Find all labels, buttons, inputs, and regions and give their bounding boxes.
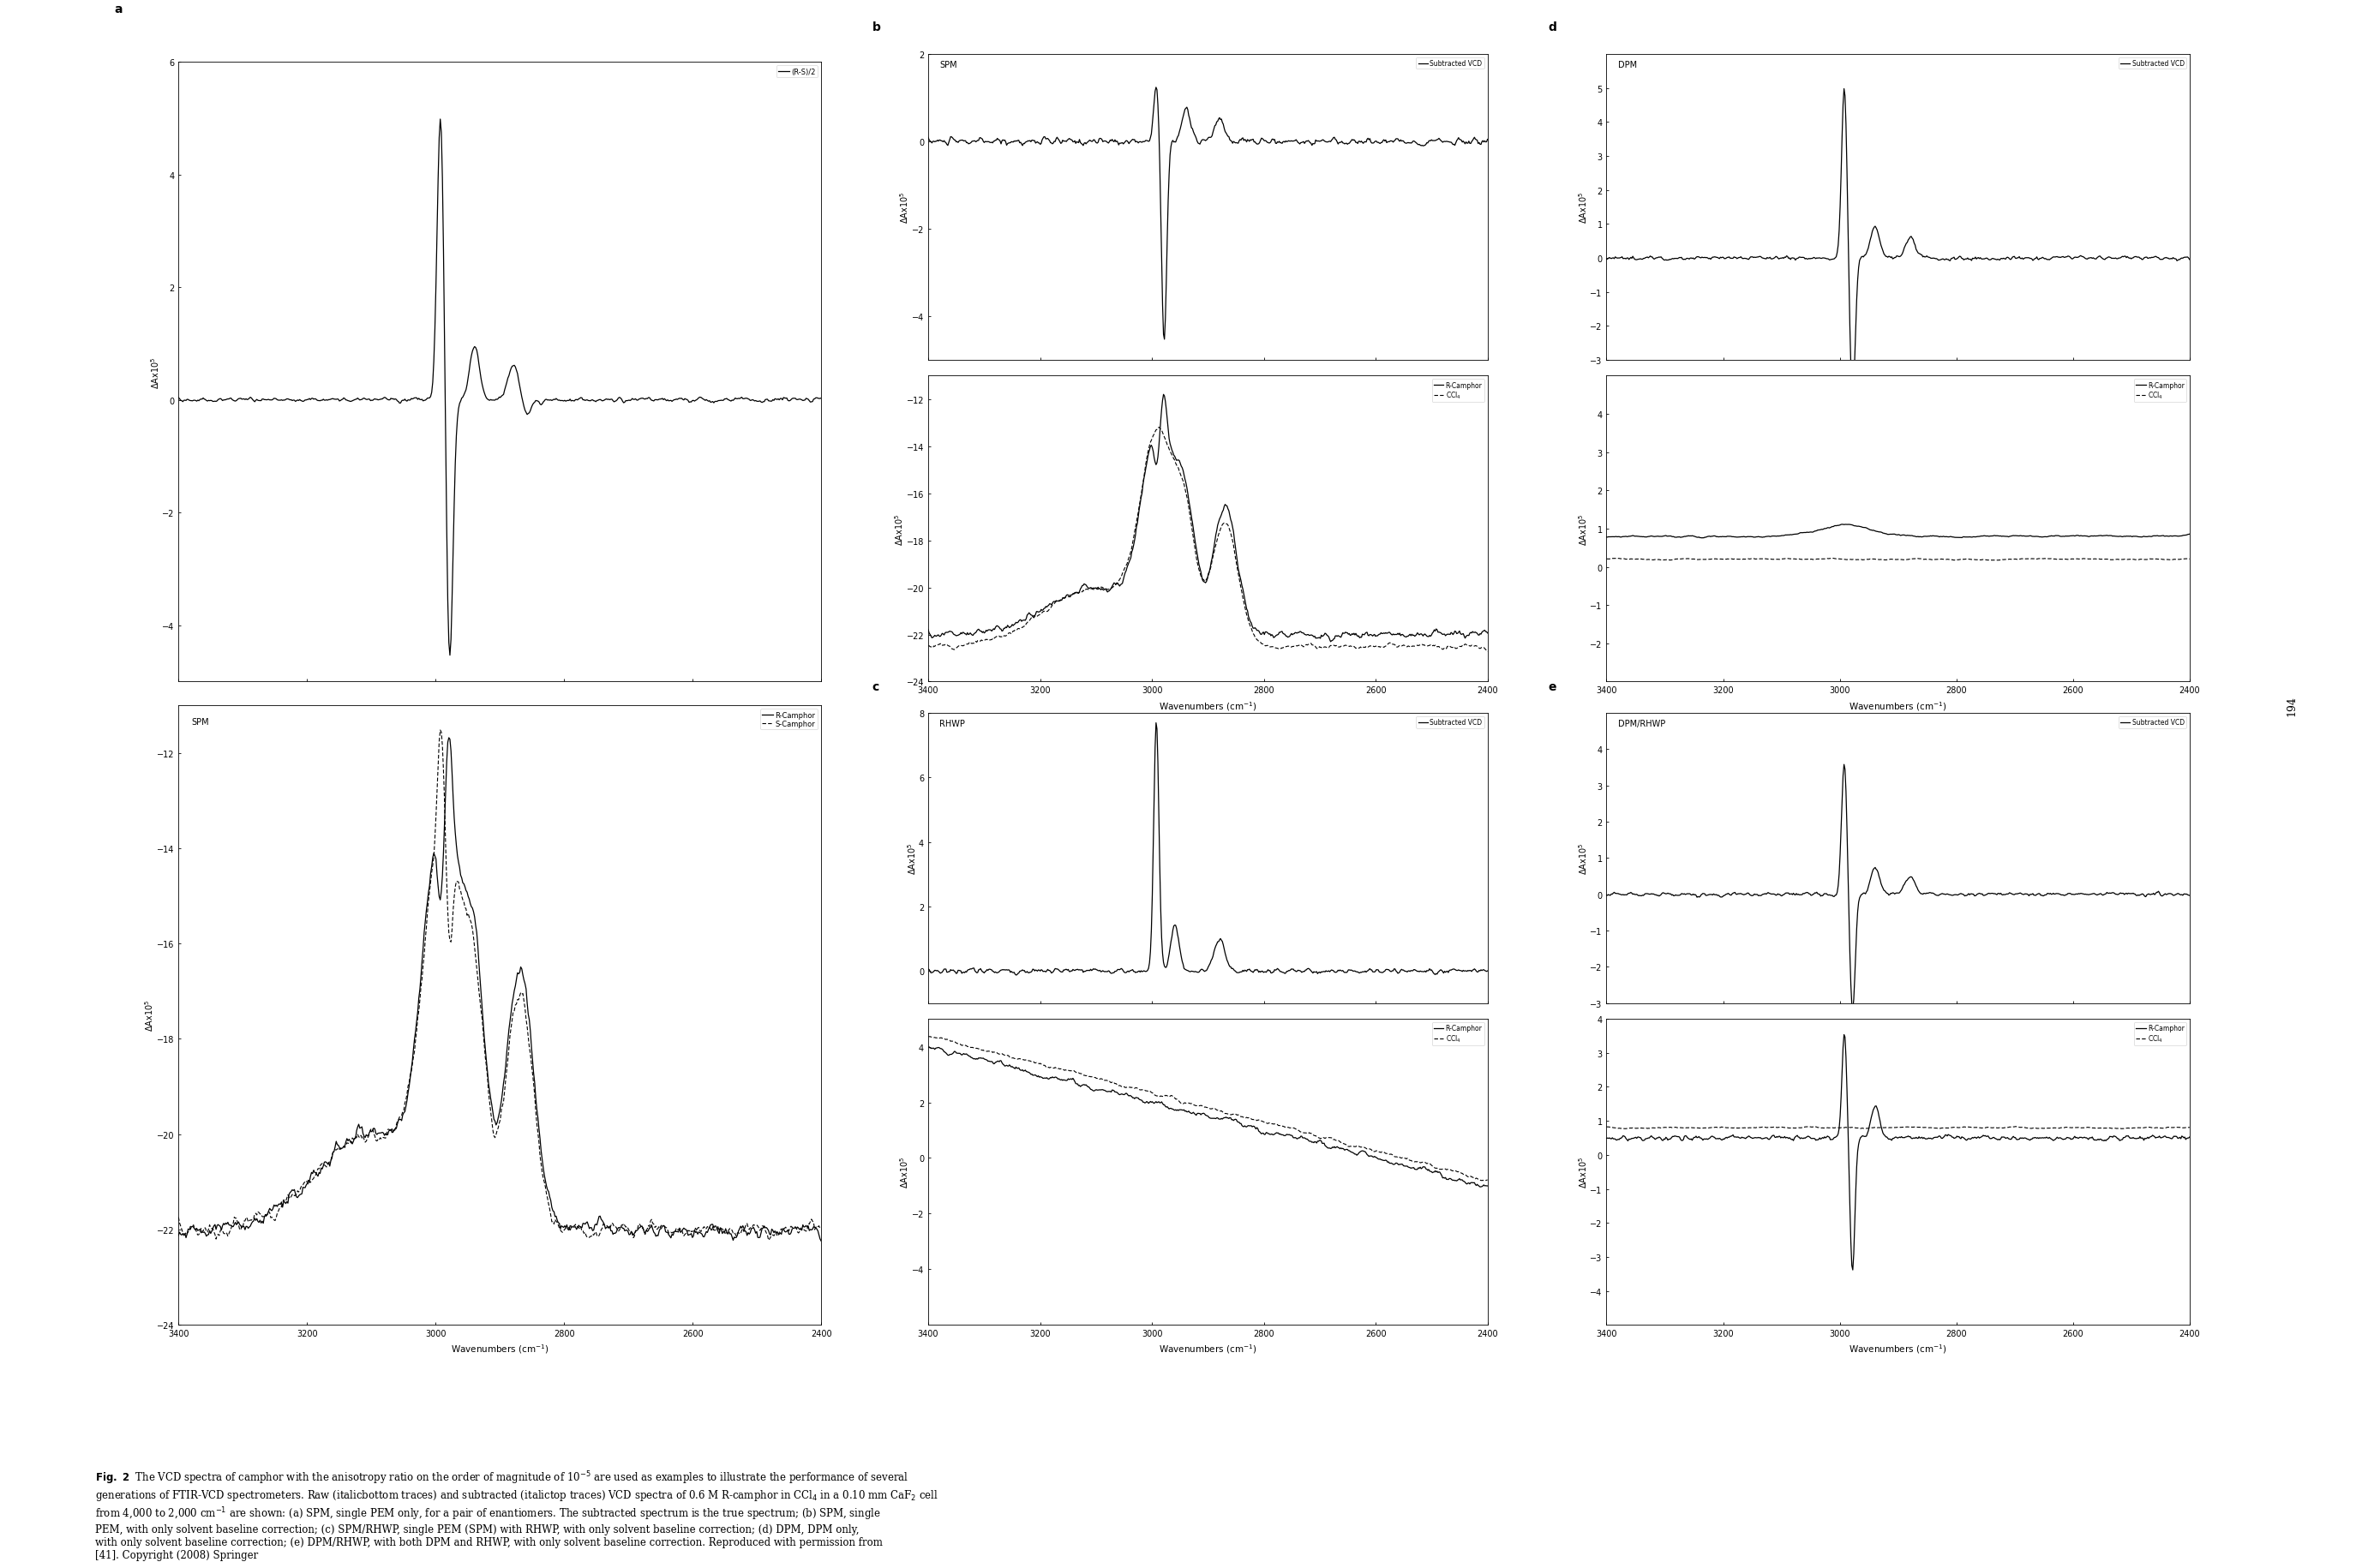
X-axis label: Wavenumbers (cm$^{-1}$): Wavenumbers (cm$^{-1}$) [1849, 1342, 1947, 1355]
Legend: R-Camphor, CCl$_4$: R-Camphor, CCl$_4$ [2135, 1022, 2187, 1046]
X-axis label: Wavenumbers (cm$^{-1}$): Wavenumbers (cm$^{-1}$) [1159, 699, 1257, 712]
Legend: Subtracted VCD: Subtracted VCD [1416, 717, 1485, 729]
Text: e: e [1549, 681, 1557, 693]
Y-axis label: $\Delta$Ax10$^5$: $\Delta$Ax10$^5$ [1578, 191, 1590, 224]
Text: $\bf{Fig.\ 2}$  The VCD spectra of camphor with the anisotropy ratio on the orde: $\bf{Fig.\ 2}$ The VCD spectra of campho… [95, 1469, 938, 1560]
X-axis label: Wavenumbers (cm$^{-1}$): Wavenumbers (cm$^{-1}$) [450, 1342, 550, 1355]
Legend: Subtracted VCD: Subtracted VCD [1416, 58, 1485, 71]
Legend: Subtracted VCD: Subtracted VCD [2118, 717, 2187, 729]
Text: SPM: SPM [940, 61, 957, 69]
X-axis label: Wavenumbers (cm$^{-1}$): Wavenumbers (cm$^{-1}$) [1159, 1342, 1257, 1355]
Text: c: c [871, 681, 878, 693]
Legend: R-Camphor, CCl$_4$: R-Camphor, CCl$_4$ [1433, 1022, 1485, 1046]
Text: RHWP: RHWP [940, 720, 964, 728]
Text: a: a [114, 3, 121, 16]
Legend: R-Camphor, CCl$_4$: R-Camphor, CCl$_4$ [1433, 379, 1485, 403]
Legend: (R-S)/2: (R-S)/2 [776, 66, 816, 78]
Legend: Subtracted VCD: Subtracted VCD [2118, 58, 2187, 71]
X-axis label: Wavenumbers (cm$^{-1}$): Wavenumbers (cm$^{-1}$) [1849, 699, 1947, 712]
Legend: R-Camphor, CCl$_4$: R-Camphor, CCl$_4$ [2135, 379, 2187, 403]
Text: 194: 194 [2287, 695, 2297, 717]
Text: DPM: DPM [1618, 61, 1637, 69]
Text: d: d [1549, 20, 1557, 33]
Text: DPM/RHWP: DPM/RHWP [1618, 720, 1666, 728]
Y-axis label: $\Delta$Ax10$^5$: $\Delta$Ax10$^5$ [907, 842, 916, 875]
Legend: R-Camphor, S-Camphor: R-Camphor, S-Camphor [759, 709, 816, 731]
Y-axis label: $\Delta$Ax10$^5$: $\Delta$Ax10$^5$ [1578, 1156, 1590, 1189]
Text: SPM: SPM [190, 718, 209, 726]
Y-axis label: $\Delta$Ax10$^5$: $\Delta$Ax10$^5$ [892, 513, 904, 546]
Y-axis label: $\Delta$Ax10$^5$: $\Delta$Ax10$^5$ [1578, 842, 1590, 875]
Y-axis label: $\Delta$Ax10$^5$: $\Delta$Ax10$^5$ [900, 1156, 912, 1189]
Y-axis label: $\Delta$Ax10$^5$: $\Delta$Ax10$^5$ [143, 999, 155, 1032]
Text: b: b [871, 20, 881, 33]
Y-axis label: $\Delta$Ax10$^5$: $\Delta$Ax10$^5$ [1578, 513, 1590, 546]
Y-axis label: $\Delta$Ax10$^5$: $\Delta$Ax10$^5$ [150, 356, 162, 389]
Y-axis label: $\Delta$Ax10$^5$: $\Delta$Ax10$^5$ [900, 191, 912, 224]
